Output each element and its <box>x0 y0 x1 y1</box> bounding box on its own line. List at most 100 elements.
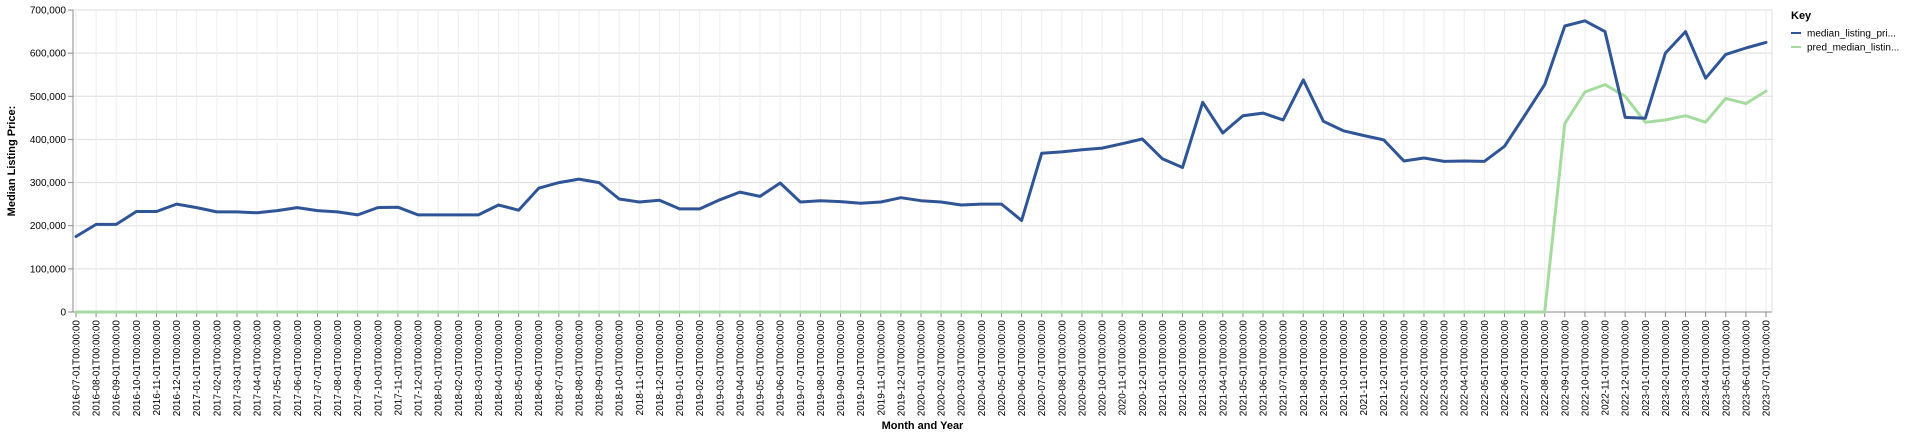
x-tick-label: 2019-01-01T00:00:00 <box>675 320 686 417</box>
x-tick-label: 2017-12-01T00:00:00 <box>414 320 425 417</box>
x-tick-label: 2020-08-01T00:00:00 <box>1057 320 1068 417</box>
x-tick-label: 2022-02-01T00:00:00 <box>1419 320 1430 417</box>
x-tick-label: 2021-04-01T00:00:00 <box>1218 320 1229 417</box>
x-tick-label: 2022-09-01T00:00:00 <box>1560 320 1571 417</box>
x-tick-label: 2017-04-01T00:00:00 <box>253 320 264 417</box>
series-lines <box>74 19 1768 314</box>
x-tick-label: 2021-02-01T00:00:00 <box>1178 320 1189 417</box>
x-tick-label: 2020-01-01T00:00:00 <box>917 320 928 417</box>
y-tick-label: 500,000 <box>30 92 67 103</box>
x-tick-label: 2021-09-01T00:00:00 <box>1319 320 1330 417</box>
x-tick-label: 2022-04-01T00:00:00 <box>1460 320 1471 417</box>
x-tick-label: 2022-12-01T00:00:00 <box>1621 320 1632 417</box>
x-tick-label: 2022-01-01T00:00:00 <box>1399 320 1410 417</box>
grid-lines <box>73 9 1772 313</box>
x-tick-label: 2018-06-01T00:00:00 <box>534 320 545 417</box>
axes: 0 100,000 200,000 300,000 400,000 500,000 600,… <box>6 6 1773 432</box>
x-tick-label: 2023-02-01T00:00:00 <box>1661 320 1672 417</box>
x-tick-label: 2020-03-01T00:00:00 <box>957 320 968 417</box>
x-tick-label: 2018-04-01T00:00:00 <box>494 320 505 417</box>
x-tick-label: 2021-12-01T00:00:00 <box>1379 320 1390 417</box>
x-tick-label: 2019-12-01T00:00:00 <box>896 320 907 417</box>
x-tick-label: 2020-11-01T00:00:00 <box>1118 320 1129 416</box>
x-tick-label: 2019-09-01T00:00:00 <box>836 320 847 417</box>
x-tick-label: 2021-03-01T00:00:00 <box>1198 320 1209 417</box>
y-tick-label: 700,000 <box>30 6 67 17</box>
x-tick-label: 2017-03-01T00:00:00 <box>232 320 243 417</box>
legend-title: Key <box>1791 10 1812 22</box>
x-tick-label: 2021-11-01T00:00:00 <box>1359 320 1370 416</box>
x-tick-label: 2020-02-01T00:00:00 <box>937 320 948 417</box>
x-tick-label: 2023-01-01T00:00:00 <box>1641 320 1652 417</box>
x-tick-label: 2016-09-01T00:00:00 <box>112 320 123 417</box>
y-tick-label: 600,000 <box>30 49 67 60</box>
x-tick-label: 2019-07-01T00:00:00 <box>796 320 807 417</box>
legend-label: median_listing_pri... <box>1807 29 1896 40</box>
x-tick-label: 2017-01-01T00:00:00 <box>192 320 203 417</box>
x-tick-label: 2021-01-01T00:00:00 <box>1158 320 1169 417</box>
x-tick-label: 2018-02-01T00:00:00 <box>454 320 465 417</box>
x-tick-label: 2021-05-01T00:00:00 <box>1238 320 1249 417</box>
x-tick-label: 2020-10-01T00:00:00 <box>1098 320 1109 417</box>
x-tick-label: 2018-07-01T00:00:00 <box>554 320 565 417</box>
x-tick-label: 2019-08-01T00:00:00 <box>816 320 827 417</box>
x-tick-label: 2022-10-01T00:00:00 <box>1580 320 1591 417</box>
y-tick-label: 400,000 <box>30 135 67 146</box>
x-tick-label: 2018-11-01T00:00:00 <box>635 320 646 416</box>
x-tick-label: 2016-07-01T00:00:00 <box>72 320 83 417</box>
x-tick-label: 2017-11-01T00:00:00 <box>393 320 404 416</box>
x-tick-label: 2018-03-01T00:00:00 <box>474 320 485 417</box>
x-tick-label: 2017-02-01T00:00:00 <box>212 320 223 417</box>
series-line-0 <box>74 19 1768 238</box>
x-tick-label: 2022-03-01T00:00:00 <box>1440 320 1451 417</box>
x-tick-label: 2016-10-01T00:00:00 <box>132 320 143 417</box>
x-tick-label: 2019-11-01T00:00:00 <box>876 320 887 416</box>
x-tick-label: 2018-01-01T00:00:00 <box>434 320 445 417</box>
x-tick-label: 2020-06-01T00:00:00 <box>1017 320 1028 417</box>
x-tick-label: 2023-03-01T00:00:00 <box>1681 320 1692 417</box>
x-tick-label: 2019-04-01T00:00:00 <box>735 320 746 417</box>
x-tick-label: 2020-04-01T00:00:00 <box>977 320 988 417</box>
x-tick-label: 2023-06-01T00:00:00 <box>1741 320 1752 417</box>
x-tick-label: 2019-10-01T00:00:00 <box>856 320 867 417</box>
legend: Key median_listing_pri... pred_median_list… <box>1791 10 1899 54</box>
x-tick-label: 2016-08-01T00:00:00 <box>92 320 103 417</box>
x-tick-label: 2021-08-01T00:00:00 <box>1299 320 1310 417</box>
x-tick-label: 2019-06-01T00:00:00 <box>776 320 787 417</box>
x-tick-label: 2019-05-01T00:00:00 <box>756 320 767 417</box>
x-tick-label: 2017-10-01T00:00:00 <box>373 320 384 417</box>
y-tick-label: 300,000 <box>30 178 67 189</box>
x-tick-label: 2022-08-01T00:00:00 <box>1540 320 1551 417</box>
y-tick-label: 200,000 <box>30 221 67 232</box>
series-line-1 <box>74 83 1768 314</box>
x-tick-label: 2020-09-01T00:00:00 <box>1077 320 1088 417</box>
x-tick-label: 2017-05-01T00:00:00 <box>273 320 284 417</box>
x-tick-label: 2018-12-01T00:00:00 <box>655 320 666 417</box>
x-tick-label: 2016-12-01T00:00:00 <box>172 320 183 417</box>
x-tick-label: 2022-07-01T00:00:00 <box>1520 320 1531 417</box>
x-tick-label: 2021-06-01T00:00:00 <box>1259 320 1270 417</box>
x-tick-label: 2023-04-01T00:00:00 <box>1701 320 1712 417</box>
x-tick-label: 2020-12-01T00:00:00 <box>1138 320 1149 417</box>
y-axis-title: Median Listing Price: <box>6 106 18 217</box>
x-tick-label: 2019-03-01T00:00:00 <box>715 320 726 417</box>
x-tick-label: 2022-05-01T00:00:00 <box>1480 320 1491 417</box>
x-axis-title: Month and Year <box>882 420 964 432</box>
x-tick-label: 2017-09-01T00:00:00 <box>353 320 364 417</box>
x-tick-label: 2018-08-01T00:00:00 <box>574 320 585 417</box>
x-tick-label: 2020-07-01T00:00:00 <box>1037 320 1048 417</box>
x-tick-label: 2021-07-01T00:00:00 <box>1279 320 1290 417</box>
x-tick-label: 2018-10-01T00:00:00 <box>615 320 626 417</box>
y-tick-label: 0 <box>60 308 66 319</box>
x-tick-label: 2023-05-01T00:00:00 <box>1721 320 1732 417</box>
x-tick-label: 2019-02-01T00:00:00 <box>695 320 706 417</box>
x-tick-label: 2021-10-01T00:00:00 <box>1339 320 1350 417</box>
x-tick-label: 2017-07-01T00:00:00 <box>313 320 324 417</box>
legend-label: pred_median_listin... <box>1807 43 1899 54</box>
x-tick-label: 2017-06-01T00:00:00 <box>293 320 304 417</box>
x-tick-label: 2020-05-01T00:00:00 <box>997 320 1008 417</box>
x-tick-label: 2022-06-01T00:00:00 <box>1500 320 1511 417</box>
x-tick-label: 2022-11-01T00:00:00 <box>1601 320 1612 416</box>
x-tick-label: 2018-09-01T00:00:00 <box>595 320 606 417</box>
